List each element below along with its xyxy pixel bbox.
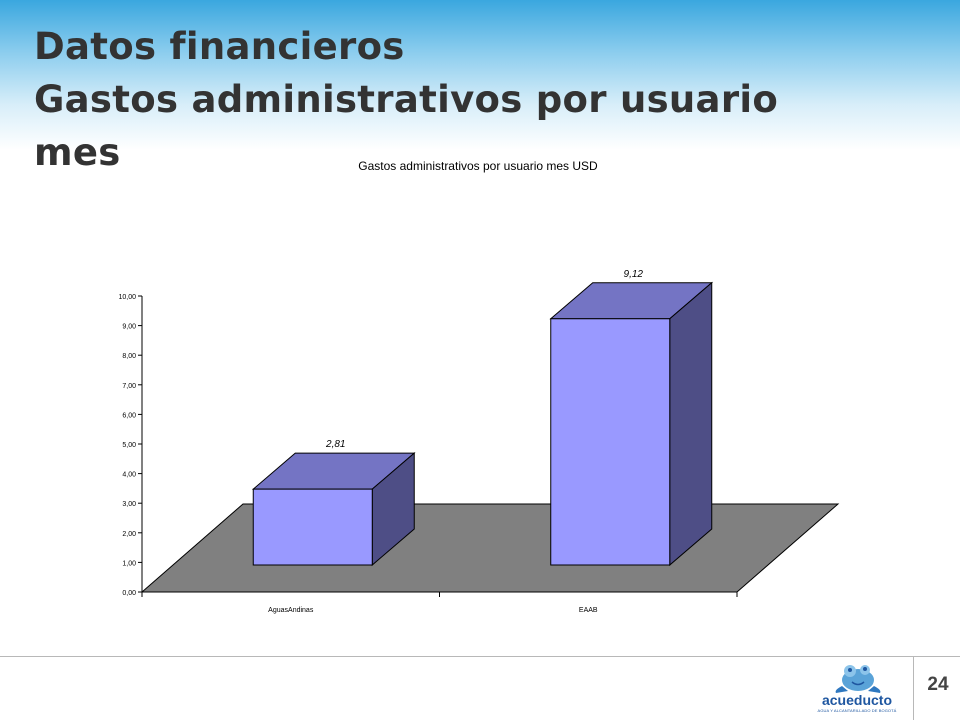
acueducto-logo: acueducto AGUA Y ALCANTARILLADO DE BOGOT… (812, 660, 902, 718)
logo-tagline: AGUA Y ALCANTARILLADO DE BOGOTÁ (817, 708, 897, 713)
x-tick-label: AguasAndinas (268, 607, 314, 614)
bars: 2,81 9,12 (251, 269, 714, 567)
slide-title-line-3: mes (34, 131, 121, 174)
bar-front-face (252, 488, 373, 566)
y-tick-label: 10,00 (118, 294, 136, 301)
y-tick-label: 1,00 (122, 560, 136, 567)
footer-divider (0, 656, 960, 657)
y-tick-label: 4,00 (122, 472, 136, 479)
footer-separator (913, 656, 914, 720)
slide-title-line-2: Gastos administrativos por usuario (34, 78, 779, 121)
logo-wordmark: acueducto (821, 692, 892, 708)
slide-title-line-1: Datos financieros (34, 25, 405, 68)
header-background (0, 0, 960, 150)
y-axis-ticks: 0,00 1,00 2,00 3,00 4,00 5,00 6,00 7,00 8,00 9,00… (118, 294, 142, 597)
chart-title: Gastos administrativos por usuario mes U… (358, 159, 598, 173)
y-tick-label: 7,00 (122, 383, 136, 390)
page-number: 24 (927, 674, 949, 695)
slide-title: Datos financieros Gastos administrativos… (34, 20, 914, 179)
frog-logo-icon (835, 665, 881, 693)
bar-side-face (669, 281, 713, 567)
y-tick-label: 8,00 (122, 353, 136, 360)
y-tick-label: 9,00 (122, 324, 136, 331)
y-tick-label: 3,00 (122, 501, 136, 508)
y-tick-label: 2,00 (122, 531, 136, 538)
bar-data-label: 9,12 (624, 269, 644, 280)
y-tick-label: 6,00 (122, 412, 136, 419)
y-tick-label: 0,00 (122, 590, 136, 597)
bar-data-label: 2,81 (325, 439, 345, 450)
chart-floor (140, 503, 840, 593)
bar-front-face (550, 318, 671, 566)
y-tick-label: 5,00 (122, 442, 136, 449)
x-axis-ticks: AguasAndinas EAAB (141, 592, 738, 614)
x-tick-label: EAAB (579, 607, 598, 614)
